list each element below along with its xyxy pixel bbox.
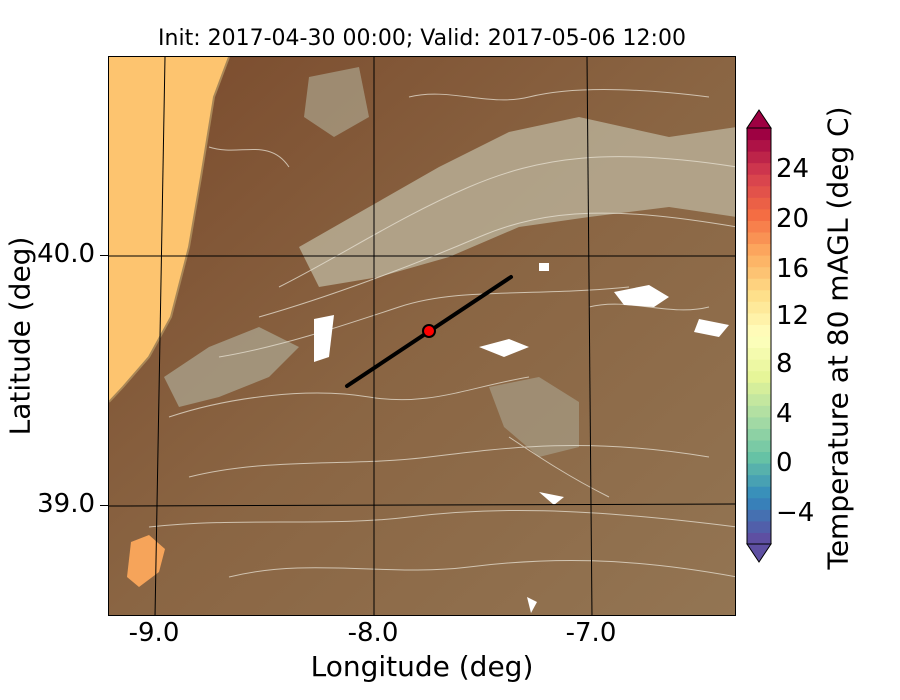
colorbar-band [747,393,771,406]
xtick-label: -8.0 [347,618,399,648]
ytick-label: 40.0 [37,239,95,269]
ytick-mark [100,505,108,506]
colorbar-band [747,220,771,233]
coastline [109,57,230,403]
ocean-area [109,57,229,402]
colorbar-band [747,440,771,453]
colorbar [746,109,772,563]
xtick-label: -9.0 [128,618,180,648]
map-panel [108,56,736,616]
colorbar-band [747,324,771,337]
colorbar-band [747,151,771,164]
colorbar-band [747,451,771,464]
colorbar-band [747,139,771,152]
colorbar-tick: 12 [776,301,810,331]
location-marker [422,324,436,338]
colorbar-label: Temperature at 80 mAGL (deg C) [821,106,855,570]
colorbar-band [747,208,771,221]
reservoirs [314,263,729,613]
colorbar-band [747,185,771,198]
colorbar-band [747,474,771,487]
colorbar-tick: −4 [776,498,815,528]
colorbar-band [747,243,771,256]
colorbar-band [747,359,771,372]
colorbar-band [747,336,771,349]
colorbar-band [747,463,771,476]
ytick-mark [100,255,108,256]
colorbar-band [747,266,771,279]
colorbar-band [747,428,771,441]
colorbar-band [747,232,771,245]
colorbar-band [747,162,771,175]
colorbar-tick: 0 [776,448,793,478]
colorbar-tick: 24 [776,154,810,184]
colorbar-band [747,347,771,360]
colorbar-band [747,405,771,418]
xtick-label: -7.0 [565,618,617,648]
colorbar-band [747,128,771,141]
colorbar-band [747,289,771,302]
highland-north-knob [304,67,369,137]
colorbar-band [747,382,771,395]
colorbar-band [747,197,771,210]
highland-ridge-east [489,377,579,457]
colorbar-tick: 8 [776,349,793,379]
colorbar-tick: 16 [776,254,810,284]
y-axis-label: Latitude (deg) [3,236,37,436]
colorbar-band [747,520,771,533]
colorbar-tick: 20 [776,204,810,234]
x-axis-label: Longitude (deg) [310,650,534,683]
colorbar-band [747,312,771,325]
graticule [109,57,735,615]
colorbar-band [747,255,771,268]
colorbar-tick: 4 [776,399,793,429]
colorbar-band [747,174,771,187]
ytick-label: 39.0 [37,489,95,519]
map-canvas [109,57,735,615]
colorbar-band [747,486,771,499]
contour-lines [148,89,735,578]
plot-title: Init: 2017-04-30 00:00; Valid: 2017-05-0… [158,26,686,51]
colorbar-band [747,278,771,291]
colorbar-band [747,416,771,429]
colorbar-band [747,532,771,545]
colorbar-band [747,370,771,383]
colorbar-band [747,497,771,510]
colorbar-band [747,509,771,522]
colorbar-band [747,301,771,314]
colorbar-bottom-arrow [746,543,772,563]
colorbar-top-arrow [746,109,772,129]
highland-ridge-north [299,117,735,287]
